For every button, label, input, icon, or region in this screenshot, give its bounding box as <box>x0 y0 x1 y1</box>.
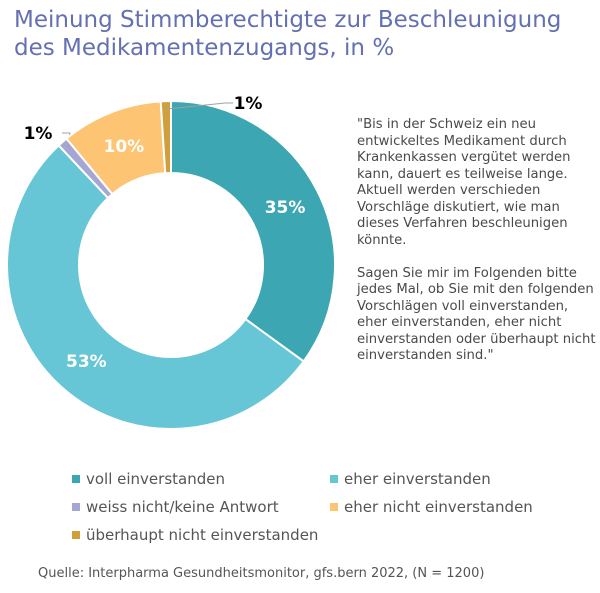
legend-item-eher-nicht-einverstanden: eher nicht einverstanden <box>330 498 533 516</box>
source-note: Quelle: Interpharma Gesundheitsmonitor, … <box>38 566 485 581</box>
survey-question: "Bis in der Schweiz ein neu entwickeltes… <box>357 117 597 381</box>
legend-item-weiss-nicht: weiss nicht/keine Antwort <box>72 498 279 516</box>
legend-item-ueberhaupt-nicht-einverstanden: überhaupt nicht einverstanden <box>72 526 318 544</box>
legend-swatch <box>72 475 80 483</box>
donut-slice-0 <box>170 99 336 363</box>
legend-label: eher nicht einverstanden <box>344 498 533 516</box>
legend-item-voll-einverstanden: voll einverstanden <box>72 470 225 488</box>
legend-label: eher einverstanden <box>344 470 491 488</box>
leader-line-2 <box>62 132 71 149</box>
legend-swatch <box>72 531 80 539</box>
donut-slice-1 <box>6 144 306 430</box>
legend-swatch <box>330 475 338 483</box>
survey-question-paragraph-2: Sagen Sie mir im Folgenden bitte jedes M… <box>357 265 596 364</box>
data-label-0: 35% <box>265 198 306 218</box>
data-label-4: 1% <box>234 94 263 114</box>
donut-chart: 35% 53% 1% 10% 1% <box>6 94 336 430</box>
chart-title-line-2: des Medikamentenzugangs, in % <box>14 35 395 61</box>
data-label-3: 10% <box>104 137 145 157</box>
donut-slice-4 <box>159 99 172 175</box>
chart-title: Meinung Stimmberechtigte zur Beschleunig… <box>14 6 594 62</box>
data-label-1: 53% <box>66 352 107 372</box>
survey-question-paragraph-1: "Bis in der Schweiz ein neu entwickeltes… <box>357 117 571 248</box>
legend-swatch <box>72 503 80 511</box>
legend-item-eher-einverstanden: eher einverstanden <box>330 470 491 488</box>
chart-title-line-1: Meinung Stimmberechtigte zur Beschleunig… <box>14 7 562 33</box>
legend-swatch <box>330 503 338 511</box>
data-label-2: 1% <box>24 124 53 144</box>
legend-label: weiss nicht/keine Antwort <box>86 498 279 516</box>
legend-label: voll einverstanden <box>86 470 225 488</box>
legend-label: überhaupt nicht einverstanden <box>86 526 319 544</box>
leader-line-4 <box>166 102 233 110</box>
